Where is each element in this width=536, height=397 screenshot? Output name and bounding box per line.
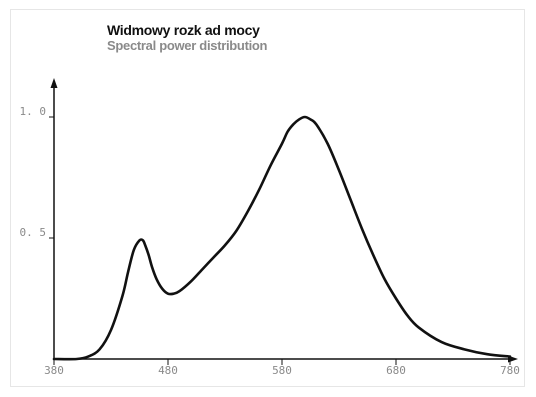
chart-series <box>52 115 512 361</box>
chart-frame <box>10 9 525 387</box>
x-tick-label: 480 <box>158 364 178 377</box>
chart-title: Widmowy rozk ad mocy <box>107 22 260 38</box>
x-tick-label: 680 <box>386 364 406 377</box>
x-tick-label: 380 <box>44 364 64 377</box>
x-tick-label: 780 <box>500 364 520 377</box>
chart-axes <box>50 78 518 363</box>
y-axis-arrow-icon <box>50 78 58 88</box>
chart-title-block: Widmowy rozk ad mocy Spectral power dist… <box>107 22 268 53</box>
y-tick-label: 0. 5 <box>20 226 47 239</box>
spectral-power-line <box>52 115 512 361</box>
y-tick-label: 1. 0 <box>20 105 47 118</box>
chart-ticks: 380 480 580 680 780 0. 5 1. 0 <box>20 105 520 377</box>
x-tick-label: 580 <box>272 364 292 377</box>
chart-subtitle: Spectral power distribution <box>107 38 268 53</box>
